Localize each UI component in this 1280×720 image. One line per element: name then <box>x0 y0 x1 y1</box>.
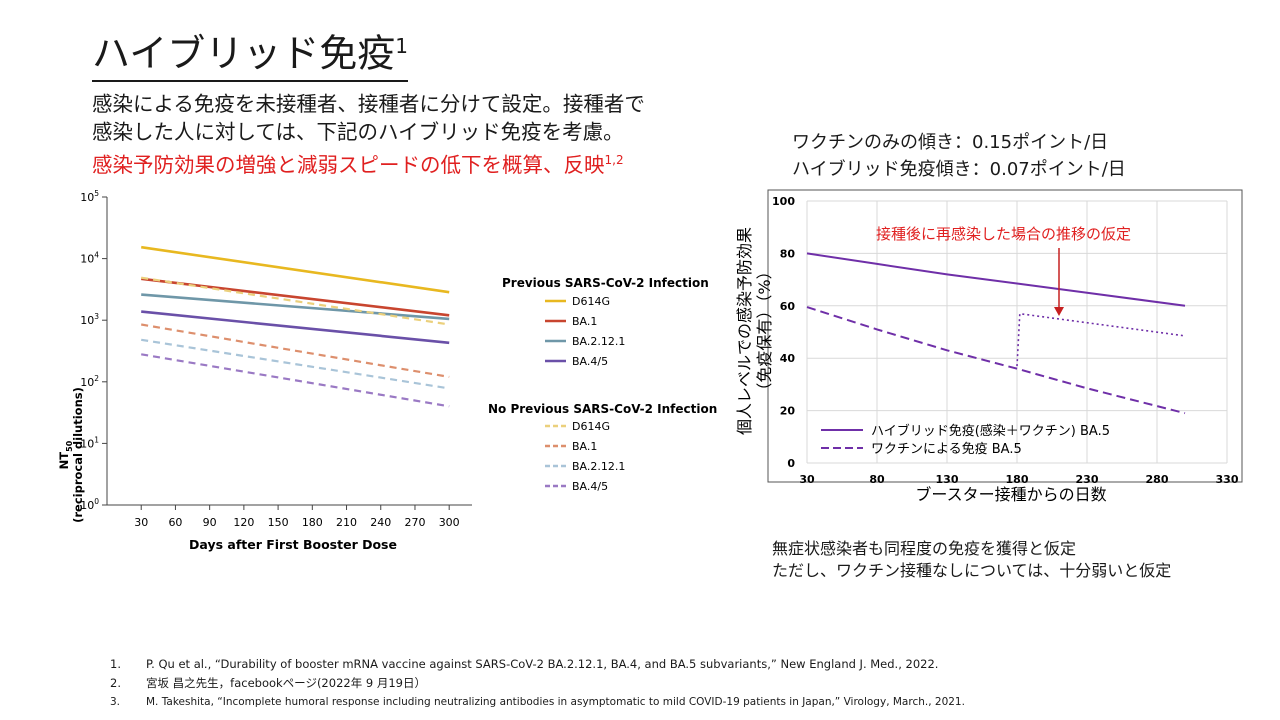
protection-x-tick-label: 30 <box>799 473 815 486</box>
protection-x-tick-label: 280 <box>1146 473 1169 486</box>
slope-notes: ワクチンのみの傾き：0.15ポイント/日 ハイブリッド免疫傾き：0.07ポイント… <box>792 129 1126 183</box>
legend-label-no_previous-d614g: D614G <box>572 420 610 433</box>
assumption-note: 無症状感染者も同程度の免疫を獲得と仮定 ただし、ワクチン接種なしについては、十分… <box>772 538 1171 582</box>
nt50-series-line-previous-d614g <box>141 245 450 294</box>
protection-x-tick-label: 130 <box>936 473 959 486</box>
protection-y-label-2: （免疫保有）（%） <box>755 263 774 398</box>
reference-text: P. Qu et al., “Durability of booster mRN… <box>146 657 939 671</box>
protection-x-label: ブースター接種からの日数 <box>915 485 1106 504</box>
nt50-x-tick-label: 120 <box>233 516 254 529</box>
nt50-chart: 100 101 102 103 104 105 30 60 90 120 150 180 210 240 2… <box>57 189 717 552</box>
description-line-1: 感染による免疫を未接種者、接種者に分けて設定。接種者で <box>92 92 645 116</box>
legend-label-no_previous-ba-4-5: BA.4/5 <box>572 480 608 493</box>
legend-label-previous-ba-1: BA.1 <box>572 315 597 328</box>
protection-y-tick-label: 100 <box>772 195 795 208</box>
nt50-x-tick-label: 210 <box>336 516 357 529</box>
assumption-note-line-1: 無症状感染者も同程度の免疫を獲得と仮定 <box>772 539 1077 558</box>
nt50-series-line-no_previous-ba-2-12-1 <box>141 338 450 390</box>
protection-chart-frame <box>767 189 1243 483</box>
reinfection-annotation: 接種後に再感染した場合の推移の仮定 <box>876 225 1131 243</box>
legend-label-previous-d614g: D614G <box>572 295 610 308</box>
reference-text: 宮坂 昌之先生，facebookページ(2022年 9 月19日） <box>146 676 426 690</box>
legend-label-previous-ba-2-12-1: BA.2.12.1 <box>572 335 625 348</box>
nt50-x-tick-label: 270 <box>404 516 425 529</box>
nt50-x-tick-label: 180 <box>302 516 323 529</box>
nt50-x-tick-label: 60 <box>168 516 182 529</box>
legend-title-no-previous: No Previous SARS-CoV-2 Infection <box>488 402 717 416</box>
annotation-arrow-head <box>1054 307 1064 316</box>
nt50-x-tick-label: 300 <box>439 516 460 529</box>
protection-series-line-hybrid <box>806 252 1186 307</box>
protection-y-tick-label: 20 <box>780 405 796 418</box>
nt50-x-tick-label: 150 <box>268 516 289 529</box>
protection-y-tick-label: 40 <box>780 352 796 365</box>
slope-hybrid: ハイブリッド免疫傾き：0.07ポイント/日 <box>792 159 1126 180</box>
reference-number: 1. <box>110 657 121 671</box>
description: 感染による免疫を未接種者、接種者に分けて設定。接種者で 感染した人に対しては、下… <box>92 90 645 179</box>
protection-x-tick-label: 180 <box>1006 473 1029 486</box>
slide-title: ハイブリッド免疫1 <box>92 22 408 82</box>
nt50-x-tick-label: 30 <box>134 516 148 529</box>
slide-title-text: ハイブリッド免疫 <box>92 31 396 76</box>
slide-title-footnote: 1 <box>395 34 408 58</box>
nt50-y-tick-label: 102 <box>80 374 99 389</box>
nt50-legend: D614G BA.1 BA.2.12.1 BA.4/5 D614G BA.1 BA.2.12… <box>545 295 625 493</box>
protection-plot-area: 0 20 40 60 80 100 30 80 130 180 230 280 330 <box>772 195 1239 486</box>
legend-title-previous: Previous SARS-CoV-2 Infection <box>502 276 709 290</box>
nt50-x-label: Days after First Booster Dose <box>189 537 397 552</box>
protection-y-tick-label: 80 <box>780 247 796 260</box>
references: 1. P. Qu et al., “Durability of booster m… <box>110 655 965 712</box>
nt50-x-tick-label: 240 <box>370 516 391 529</box>
protection-x-tick-label: 80 <box>869 473 885 486</box>
legend-label-no_previous-ba-1: BA.1 <box>572 440 597 453</box>
nt50-plot-area: 100 101 102 103 104 105 30 60 90 120 150 180 210 240 2… <box>80 189 472 529</box>
description-line-3-footnote: 1,2 <box>604 153 624 167</box>
nt50-y-tick-label: 100 <box>80 497 99 512</box>
nt50-y-label-2: (reciprocal dilutions) <box>71 387 85 523</box>
nt50-x-tick-label: 90 <box>203 516 217 529</box>
legend-label-no_previous-ba-2-12-1: BA.2.12.1 <box>572 460 625 473</box>
protection-x-tick-label: 230 <box>1076 473 1099 486</box>
protection-y-tick-label: 0 <box>787 457 795 470</box>
description-line-2: 感染した人に対しては、下記のハイブリッド免疫を考慮。 <box>92 120 624 144</box>
protection-y-label-1: 個人レベルでの感染予防効果 <box>735 227 754 435</box>
reference-number: 2. <box>110 676 121 690</box>
nt50-y-tick-label: 103 <box>80 312 99 327</box>
nt50-series-line-no_previous-ba-4-5 <box>141 353 450 408</box>
nt50-series-line-previous-ba-2-12-1 <box>141 293 450 321</box>
reference-item: 3. M. Takeshita, “Incomplete humoral resp… <box>110 693 965 712</box>
nt50-y-tick-label: 105 <box>80 189 99 204</box>
protection-legend-label-hybrid: ハイブリッド免疫(感染＋ワクチン) BA.5 <box>871 423 1110 439</box>
reference-item: 2. 宮坂 昌之先生，facebookページ(2022年 9 月19日） <box>110 674 965 693</box>
reference-item: 1. P. Qu et al., “Durability of booster m… <box>110 655 965 674</box>
nt50-series-line-no_previous-ba-1 <box>141 323 450 378</box>
reference-number: 3. <box>110 696 121 708</box>
protection-x-tick-label: 330 <box>1216 473 1239 486</box>
nt50-y-tick-label: 104 <box>80 251 99 266</box>
protection-series-line-vaccine <box>806 306 1186 415</box>
reference-text: M. Takeshita, “Incomplete humoral respon… <box>146 696 965 708</box>
nt50-y-label-1: NT50 <box>57 440 74 469</box>
assumption-note-line-2: ただし、ワクチン接種なしについては、十分弱いと仮定 <box>772 561 1172 580</box>
slope-vaccine: ワクチンのみの傾き：0.15ポイント/日 <box>792 132 1109 153</box>
description-line-3-text: 感染予防効果の増強と減弱スピードの低下を概算、反映 <box>92 152 605 177</box>
nt50-series-line-no_previous-d614g <box>141 276 450 326</box>
protection-y-tick-label: 60 <box>780 300 796 313</box>
description-line-3: 感染予防効果の増強と減弱スピードの低下を概算、反映1,2 <box>92 146 645 179</box>
legend-label-previous-ba-4-5: BA.4/5 <box>572 355 608 368</box>
protection-legend-label-vaccine: ワクチンによる免疫 BA.5 <box>871 441 1022 457</box>
nt50-y-tick-label: 101 <box>80 435 99 450</box>
protection-chart: 0 20 40 60 80 100 30 80 130 180 230 280 330 個人レベルでの感… <box>735 189 1243 504</box>
protection-legend: ハイブリッド免疫(感染＋ワクチン) BA.5 ワクチンによる免疫 BA.5 <box>821 423 1110 457</box>
nt50-series-line-previous-ba-4-5 <box>141 310 450 345</box>
